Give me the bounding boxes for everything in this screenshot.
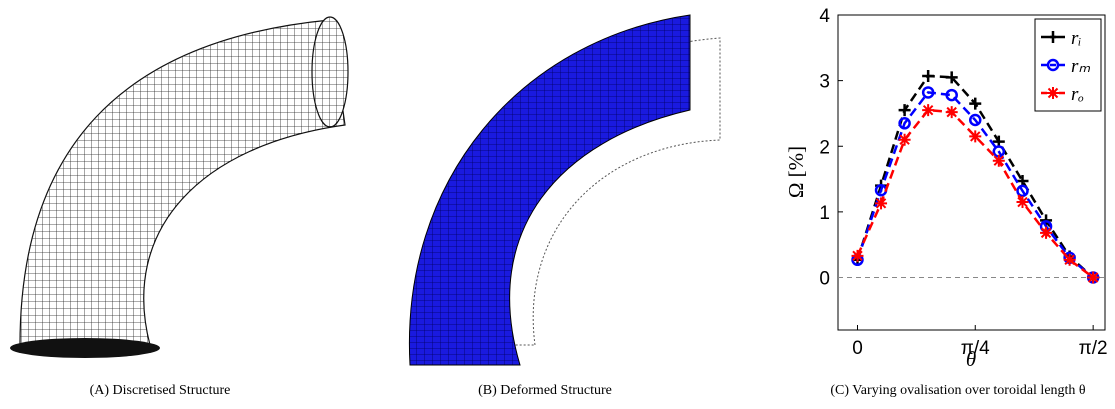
marker bbox=[1040, 227, 1052, 239]
x-tick-label: π/4 bbox=[961, 338, 990, 359]
marker-shape bbox=[852, 250, 864, 262]
y-tick-label: 2 bbox=[819, 137, 830, 158]
marker bbox=[1017, 196, 1029, 208]
marker-shape bbox=[993, 155, 1005, 167]
legend-marker bbox=[1047, 87, 1059, 99]
marker-shape bbox=[875, 197, 887, 209]
marker bbox=[922, 104, 934, 116]
caption: (A) Discretised Structure bbox=[90, 383, 231, 398]
legend-label: rᵢ bbox=[1071, 28, 1081, 49]
panel-b-illustration bbox=[409, 15, 720, 365]
figure: (A) Discretised Structure (B) Deformed S… bbox=[0, 0, 1115, 409]
marker-shape bbox=[922, 104, 934, 116]
caption: (B) Deformed Structure bbox=[478, 383, 612, 398]
marker bbox=[899, 134, 911, 146]
marker bbox=[993, 155, 1005, 167]
marker-shape bbox=[1064, 254, 1076, 266]
y-tick-label: 4 bbox=[819, 6, 830, 27]
legend-label: rₒ bbox=[1071, 84, 1084, 105]
y-tick-label: 1 bbox=[819, 203, 830, 224]
marker-shape bbox=[1017, 196, 1029, 208]
legend-label: rₘ bbox=[1071, 56, 1090, 77]
marker-shape bbox=[1087, 272, 1099, 284]
y-axis-label: Ω [%] bbox=[784, 146, 808, 198]
marker bbox=[969, 130, 981, 142]
caption: (C) Varying ovalisation over toroidal le… bbox=[830, 383, 1086, 398]
marker-shape bbox=[899, 134, 911, 146]
y-tick-label: 3 bbox=[819, 72, 830, 93]
marker bbox=[946, 106, 958, 118]
marker bbox=[875, 197, 887, 209]
marker-shape bbox=[946, 106, 958, 118]
marker bbox=[852, 250, 864, 262]
x-tick-label: π/2 bbox=[1079, 338, 1108, 359]
marker bbox=[1087, 272, 1099, 284]
marker-shape bbox=[1040, 227, 1052, 239]
marker-shape bbox=[1047, 87, 1059, 99]
marker-shape bbox=[969, 130, 981, 142]
x-tick-label: 0 bbox=[852, 338, 863, 359]
marker bbox=[1064, 254, 1076, 266]
y-tick-label: 0 bbox=[819, 269, 830, 290]
panel-a-illustration bbox=[10, 17, 348, 358]
